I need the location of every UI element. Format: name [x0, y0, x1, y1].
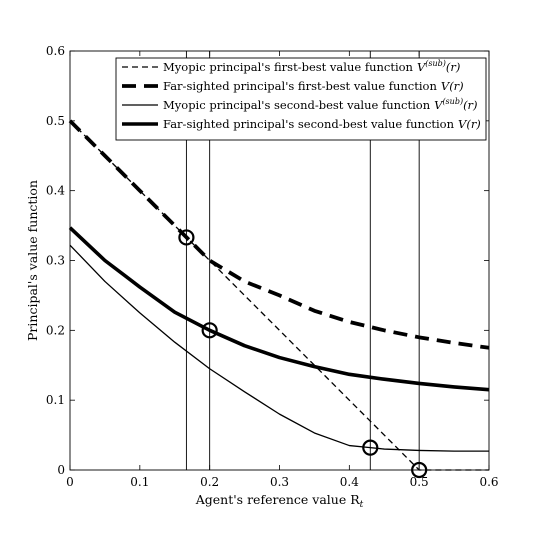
legend-entry-3: Myopic principal's second-best value fun… — [163, 97, 478, 112]
legend-math-argument: (r) — [449, 79, 463, 93]
y-tick-label: 0 — [57, 463, 65, 477]
x-axis-label-subscript: t — [360, 500, 364, 510]
legend-label: Myopic principal's first-best value func… — [163, 60, 414, 74]
series-line-4 — [68, 226, 490, 392]
legend-math-argument: (r) — [446, 60, 460, 74]
legend-entry-1: Myopic principal's first-best value func… — [163, 59, 460, 74]
legend-math-argument: (r) — [466, 117, 480, 131]
legend-math-symbol: V — [434, 98, 444, 112]
legend-math-superscript: (sub) — [442, 97, 463, 106]
x-tick-label: 0.2 — [200, 475, 219, 489]
y-tick-label: 0.6 — [46, 44, 65, 58]
intersection-marker — [178, 229, 195, 246]
legend-math-argument: (r) — [463, 98, 477, 112]
x-tick-label: 0.4 — [340, 475, 359, 489]
x-tick-label: 0 — [66, 475, 74, 489]
legend-entry-2: Far-sighted principal's first-best value… — [163, 79, 464, 93]
x-tick-label: 0.6 — [479, 475, 498, 489]
intersection-marker — [201, 322, 218, 339]
intersection-marker — [362, 439, 379, 456]
legend-label: Myopic principal's second-best value fun… — [163, 98, 431, 112]
legend-math-symbol: V — [417, 60, 427, 74]
series-line-2 — [68, 119, 490, 350]
y-tick-label: 0.5 — [46, 114, 65, 128]
x-tick-label: 0.3 — [270, 475, 289, 489]
legend-math-symbol: V — [441, 79, 451, 93]
series-line-3 — [69, 244, 489, 452]
y-tick-label: 0.1 — [46, 393, 65, 407]
legend-math-superscript: (sub) — [425, 59, 446, 68]
legend-entry-4: Far-sighted principal's second-best valu… — [163, 117, 481, 131]
x-tick-label: 0.5 — [410, 475, 429, 489]
y-tick-label: 0.2 — [46, 323, 65, 337]
y-tick-label: 0.3 — [46, 254, 65, 268]
x-axis-label: Agent's reference value Rt — [195, 492, 364, 510]
legend-label: Far-sighted principal's second-best valu… — [163, 117, 455, 131]
legend-label: Far-sighted principal's first-best value… — [163, 79, 437, 93]
y-axis-label: Principal's value function — [25, 180, 40, 341]
legend-box — [115, 57, 487, 141]
x-tick-label: 0.1 — [130, 475, 149, 489]
y-tick-label: 0.4 — [46, 184, 65, 198]
x-axis-label-text: Agent's reference value R — [195, 492, 360, 507]
legend-math-symbol: V — [458, 117, 468, 131]
